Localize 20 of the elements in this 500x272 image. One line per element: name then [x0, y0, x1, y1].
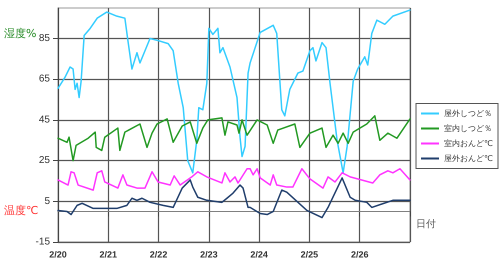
- legend-label: 屋外しつど％: [444, 109, 492, 118]
- x-tick-label: 2/25: [300, 250, 318, 260]
- x-tick-label: 2/26: [350, 250, 368, 260]
- x-tick-label: 2/21: [100, 250, 118, 260]
- text: 温度℃: [4, 204, 38, 217]
- legend-label: 室内しつど％: [444, 124, 492, 133]
- y-tick-label: 25: [38, 155, 50, 166]
- y-tick-label: -15: [36, 236, 50, 248]
- y-tick-label: 45: [38, 114, 50, 126]
- x-tick-label: 2/20: [49, 250, 67, 260]
- y-tick-label: 5: [44, 196, 50, 207]
- x-tick-label: 2/24: [250, 250, 268, 260]
- x-tick-label: 2/23: [200, 250, 218, 260]
- x-tick-label: 2/22: [150, 250, 168, 260]
- legend-label: 屋外おんど℃: [444, 154, 494, 163]
- legend-label: 室内おんど℃: [444, 139, 494, 148]
- y-axis-title: 湿度%: [4, 27, 36, 40]
- y-tick-label: 85: [38, 33, 50, 44]
- y-tick-label: 65: [38, 74, 50, 85]
- x-axis-title: 日付: [416, 218, 436, 230]
